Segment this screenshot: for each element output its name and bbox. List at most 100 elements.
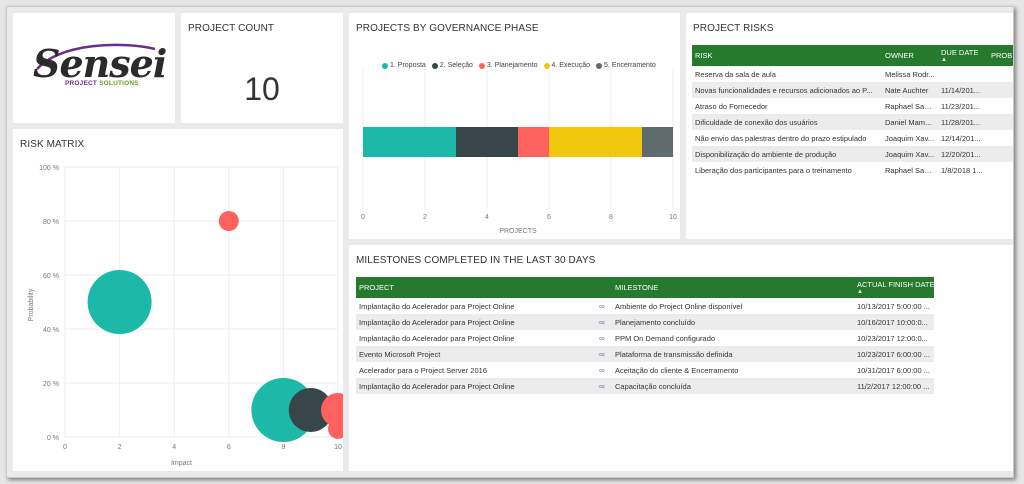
- table-row[interactable]: Implantação do Acelerador para Project O…: [356, 378, 934, 394]
- legend-item[interactable]: 3. Planejamento: [478, 62, 538, 69]
- due-date-cell: 11/28/201...: [938, 114, 988, 130]
- owner-cell: Daniel Mam...: [882, 114, 938, 130]
- table-row[interactable]: Não envio das palestras dentro do prazo …: [692, 130, 1013, 146]
- risks-col-owner[interactable]: OWNER: [882, 45, 938, 66]
- owner-cell: Raphael Sant...: [885, 165, 937, 175]
- link-cell[interactable]: ∞: [596, 378, 612, 394]
- scatter-point[interactable]: [328, 418, 343, 439]
- legend-dot-icon: [596, 62, 603, 69]
- x-tick-label: 4: [485, 214, 489, 221]
- table-row[interactable]: Evento Microsoft Project ∞ Plataforma de t…: [356, 346, 934, 362]
- table-row[interactable]: Reserva da sala de aula Melissa Rodr...: [692, 66, 1013, 82]
- legend-item[interactable]: 1. Proposta: [382, 62, 426, 69]
- risk-matrix-title: RISK MATRIX: [20, 139, 85, 150]
- link-icon[interactable]: ∞: [599, 301, 605, 311]
- link-icon[interactable]: ∞: [599, 381, 605, 391]
- risks-tile[interactable]: PROJECT RISKS RISK OWNER DUE DATE ▲ PROB …: [686, 13, 1013, 239]
- y-tick-label: 80 %: [43, 219, 59, 226]
- scatter-point[interactable]: [288, 388, 333, 432]
- bar-segment[interactable]: [363, 127, 456, 157]
- x-tick-label: 0: [63, 444, 67, 451]
- prob-cell: [988, 82, 1013, 98]
- x-tick-label: 10: [669, 214, 677, 221]
- scatter-point[interactable]: [321, 393, 343, 427]
- x-tick-label: 2: [118, 444, 122, 451]
- project-count-tile[interactable]: PROJECT COUNT 10: [181, 13, 343, 123]
- due-date-cell: 12/14/201...: [941, 133, 981, 143]
- governance-tile[interactable]: PROJECTS BY GOVERNANCE PHASE 1. Proposta…: [349, 13, 680, 239]
- due-date-cell: 11/14/201...: [938, 82, 988, 98]
- milestones-header-row: PROJECT MILESTONE ACTUAL FINISH DATE ▲: [356, 277, 934, 298]
- risks-col-due-date[interactable]: DUE DATE ▲: [938, 45, 988, 66]
- milestone-cell: PPM On Demand configurado: [615, 333, 716, 343]
- legend-item[interactable]: 2. Seleção: [431, 62, 473, 69]
- link-cell[interactable]: ∞: [596, 362, 612, 378]
- logo-subtitle-b: SOLUTIONS: [99, 80, 139, 87]
- risks-col-prob[interactable]: PROB: [988, 45, 1013, 66]
- sort-asc-icon: ▲: [857, 289, 863, 295]
- bar-segment[interactable]: [456, 127, 518, 157]
- milestones-col-project[interactable]: PROJECT: [356, 277, 596, 298]
- y-tick-label: 100 %: [39, 165, 59, 172]
- risks-col-due-date-label: DUE DATE: [941, 48, 979, 57]
- milestones-col-finish[interactable]: ACTUAL FINISH DATE ▲: [854, 277, 934, 298]
- link-cell[interactable]: ∞: [596, 298, 612, 314]
- link-icon[interactable]: ∞: [599, 365, 605, 375]
- risk-cell: Atraso do Fornecedor: [695, 101, 768, 111]
- project-cell: Implantação do Acelerador para Project O…: [359, 333, 515, 343]
- risk-cell: Não envio das palestras dentro do prazo …: [695, 133, 867, 143]
- table-row[interactable]: Novas funcionalidades e recursos adicion…: [692, 82, 1013, 98]
- prob-cell: [988, 146, 1013, 162]
- milestone-cell: Capacitação concluída: [612, 378, 854, 394]
- owner-cell: Melissa Rodr...: [885, 69, 935, 79]
- due-date-cell: 1/8/2018 1...: [941, 165, 983, 175]
- link-cell[interactable]: ∞: [596, 346, 612, 362]
- bar-segment[interactable]: [518, 127, 549, 157]
- risk-matrix-chart: 0 % 20 % 40 % 60 % 80 % 100 % 0 2 4 6 8 10 Impact Pro…: [28, 165, 343, 467]
- milestones-title: MILESTONES COMPLETED IN THE LAST 30 DAYS: [356, 255, 596, 266]
- table-row[interactable]: Dificuldade de conexão dos usuários Danie…: [692, 114, 1013, 130]
- y-tick-label: 20 %: [43, 381, 59, 388]
- bar-segment[interactable]: [642, 127, 673, 157]
- finish-date-cell: 10/16/2017 10:00:0...: [854, 314, 934, 330]
- owner-cell: Raphael Sant...: [885, 101, 937, 111]
- risk-cell: Dificuldade de conexão dos usuários: [692, 114, 882, 130]
- prob-cell: [988, 98, 1013, 114]
- legend-dot-icon: [543, 62, 550, 69]
- table-row[interactable]: Implantação do Acelerador para Project O…: [356, 314, 934, 330]
- finish-date-cell: 10/31/2017 6:00:00 ...: [857, 365, 930, 375]
- project-cell: Implantação do Acelerador para Project O…: [359, 301, 515, 311]
- milestones-tile[interactable]: MILESTONES COMPLETED IN THE LAST 30 DAYS…: [349, 245, 1013, 471]
- table-row[interactable]: Atraso do Fornecedor Raphael Sant... 11/23…: [692, 98, 1013, 114]
- link-icon[interactable]: ∞: [599, 333, 605, 343]
- link-cell[interactable]: ∞: [596, 330, 612, 346]
- x-tick-label: 2: [423, 214, 427, 221]
- bar-segment[interactable]: [549, 127, 642, 157]
- prob-cell: [988, 162, 1013, 178]
- table-row[interactable]: Disponibilização do ambiente de produção…: [692, 146, 1013, 162]
- link-cell[interactable]: ∞: [596, 314, 612, 330]
- logo-tile: Sensei PROJECT SOLUTIONS: [13, 13, 175, 123]
- governance-legend: 1. Proposta 2. Seleção 3. Planejamento 4. E…: [382, 62, 656, 69]
- legend-label: 3. Planejamento: [486, 62, 538, 69]
- milestones-col-milestone[interactable]: MILESTONE: [612, 277, 854, 298]
- scatter-point[interactable]: [87, 270, 152, 334]
- risks-title: PROJECT RISKS: [693, 23, 774, 34]
- finish-date-cell: 11/2/2017 12:00:00 ...: [854, 378, 934, 394]
- table-row[interactable]: Implantação do Acelerador para Project O…: [356, 298, 934, 314]
- due-date-cell: 12/20/201...: [938, 146, 988, 162]
- project-cell: Implantação do Acelerador para Project O…: [356, 378, 596, 394]
- legend-dot-icon: [382, 62, 388, 69]
- link-icon[interactable]: ∞: [599, 349, 605, 359]
- scatter-point[interactable]: [218, 211, 239, 231]
- legend-item[interactable]: 5. Encerramento: [596, 62, 656, 69]
- table-row[interactable]: Implantação do Acelerador para Project O…: [356, 330, 934, 346]
- table-row[interactable]: Liberação dos participantes para o trein…: [692, 162, 1013, 178]
- risks-col-risk[interactable]: RISK: [692, 45, 882, 66]
- risk-matrix-tile[interactable]: RISK MATRIX 0 % 20 % 40 % 60 % 80 % 100 % 0 2 4 6…: [13, 129, 343, 471]
- legend-item[interactable]: 4. Execução: [543, 62, 590, 69]
- logo-swoosh-icon: [36, 43, 156, 70]
- legend-label: 1. Proposta: [390, 62, 426, 69]
- table-row[interactable]: Acelerador para o Project Server 2016 ∞ Ac…: [356, 362, 934, 378]
- link-icon[interactable]: ∞: [599, 317, 605, 327]
